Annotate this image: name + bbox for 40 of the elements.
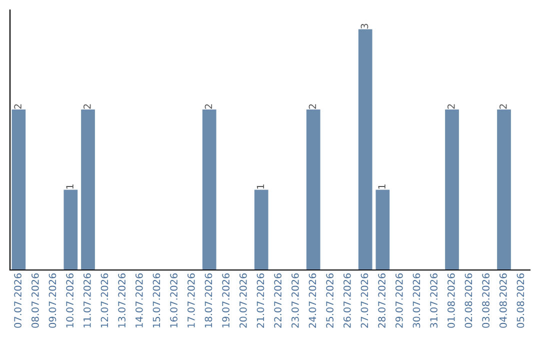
x-tick-label: 17.07.2026	[187, 273, 195, 328]
x-tick-label: 01.08.2026	[447, 273, 455, 328]
x-tick-label: 29.07.2026	[395, 273, 403, 328]
x-tick-label: 16.07.2026	[170, 273, 178, 328]
data-label: 2	[14, 104, 22, 109]
x-tick-label: 26.07.2026	[343, 273, 351, 328]
x-tick-label: 14.07.2026	[135, 273, 143, 328]
x-tick-label: 05.08.2026	[516, 273, 524, 328]
x-tick-label: 07.07.2026	[14, 273, 22, 328]
data-label: 2	[83, 104, 91, 109]
data-label: 2	[499, 104, 507, 109]
x-tick-label: 22.07.2026	[274, 273, 282, 328]
x-tick-label: 30.07.2026	[412, 273, 420, 328]
x-tick-label: 13.07.2026	[118, 273, 126, 328]
x-tick-label: 11.07.2026	[83, 273, 91, 328]
x-tick-label: 19.07.2026	[222, 273, 230, 328]
x-tick-label: 03.08.2026	[482, 273, 490, 328]
data-label: 2	[308, 104, 316, 109]
x-tick-label: 31.07.2026	[430, 273, 438, 328]
x-tick-label: 20.07.2026	[239, 273, 247, 328]
x-tick-label: 18.07.2026	[204, 273, 212, 328]
x-tick-label: 09.07.2026	[48, 273, 56, 328]
data-label: 3	[360, 24, 368, 29]
x-tick-label: 23.07.2026	[291, 273, 299, 328]
data-label: 2	[447, 104, 455, 109]
data-label: 1	[256, 184, 264, 189]
x-tick-label: 15.07.2026	[152, 273, 160, 328]
x-tick-label: 24.07.2026	[308, 273, 316, 328]
x-tick-label: 08.07.2026	[31, 273, 39, 328]
data-label: 1	[66, 184, 74, 189]
x-tick-label: 10.07.2026	[66, 273, 74, 328]
x-tick-label: 25.07.2026	[326, 273, 334, 328]
x-tick-label: 02.08.2026	[464, 273, 472, 328]
x-tick-label: 21.07.2026	[256, 273, 264, 328]
data-label: 1	[378, 184, 386, 189]
x-tick-label: 27.07.2026	[360, 273, 368, 328]
x-tick-label: 04.08.2026	[499, 273, 507, 328]
x-tick-label: 28.07.2026	[378, 273, 386, 328]
x-tick-label: 12.07.2026	[100, 273, 108, 328]
data-label: 2	[204, 104, 212, 109]
